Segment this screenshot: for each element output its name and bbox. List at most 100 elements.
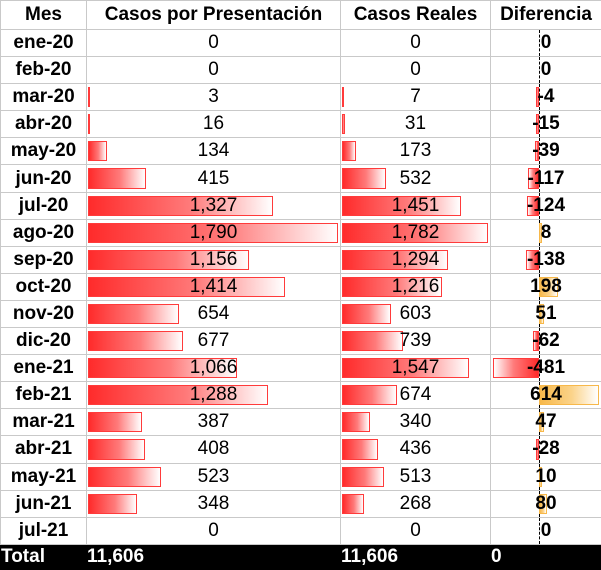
- cell-diferencia[interactable]: -4: [491, 84, 601, 111]
- cell-presentacion[interactable]: 0: [87, 30, 341, 57]
- cell-presentacion[interactable]: 16: [87, 111, 341, 138]
- cell-presentacion[interactable]: 677: [87, 328, 341, 355]
- data-bar: [88, 304, 179, 324]
- cell-value: 408: [198, 438, 230, 459]
- cell-mes[interactable]: sep-20: [1, 246, 87, 273]
- cell-reales[interactable]: 1,294: [341, 246, 491, 273]
- cell-diferencia[interactable]: 0: [491, 57, 601, 84]
- cell-mes[interactable]: abr-21: [1, 436, 87, 463]
- cell-value: 415: [198, 168, 230, 189]
- cell-presentacion[interactable]: 408: [87, 436, 341, 463]
- cell-diferencia[interactable]: 198: [491, 273, 601, 300]
- cell-presentacion[interactable]: 3: [87, 84, 341, 111]
- cell-reales[interactable]: 0: [341, 517, 491, 544]
- cell-diferencia[interactable]: -28: [491, 436, 601, 463]
- cell-mes[interactable]: jul-20: [1, 192, 87, 219]
- cell-diferencia[interactable]: 10: [491, 463, 601, 490]
- cell-mes[interactable]: ene-21: [1, 355, 87, 382]
- cell-diferencia[interactable]: -62: [491, 328, 601, 355]
- cell-diferencia[interactable]: 80: [491, 490, 601, 517]
- cell-presentacion[interactable]: 415: [87, 165, 341, 192]
- cell-diferencia[interactable]: 47: [491, 409, 601, 436]
- cell-reales[interactable]: 532: [341, 165, 491, 192]
- cell-presentacion[interactable]: 1,156: [87, 246, 341, 273]
- cell-presentacion[interactable]: 387: [87, 409, 341, 436]
- cell-presentacion[interactable]: 654: [87, 300, 341, 327]
- cell-reales[interactable]: 436: [341, 436, 491, 463]
- cell-presentacion[interactable]: 0: [87, 517, 341, 544]
- cell-value: 1,782: [392, 222, 440, 243]
- cell-mes[interactable]: jun-20: [1, 165, 87, 192]
- cell-reales[interactable]: 173: [341, 138, 491, 165]
- cell-mes[interactable]: oct-20: [1, 273, 87, 300]
- cell-diferencia[interactable]: -481: [491, 355, 601, 382]
- cell-reales[interactable]: 7: [341, 84, 491, 111]
- cell-mes[interactable]: may-21: [1, 463, 87, 490]
- cell-diferencia[interactable]: 0: [491, 517, 601, 544]
- header-presentacion[interactable]: Casos por Presentación: [87, 1, 341, 30]
- cell-value: 0: [541, 32, 552, 53]
- header-mes[interactable]: Mes: [1, 1, 87, 30]
- cell-presentacion[interactable]: 1,414: [87, 273, 341, 300]
- cell-diferencia[interactable]: -15: [491, 111, 601, 138]
- cell-mes[interactable]: abr-20: [1, 111, 87, 138]
- cell-mes[interactable]: dic-20: [1, 328, 87, 355]
- cell-mes[interactable]: may-20: [1, 138, 87, 165]
- cell-mes[interactable]: jul-21: [1, 517, 87, 544]
- cell-presentacion[interactable]: 1,327: [87, 192, 341, 219]
- cell-value: 1,294: [392, 249, 440, 270]
- cell-diferencia[interactable]: -138: [491, 246, 601, 273]
- cell-diferencia[interactable]: -117: [491, 165, 601, 192]
- cell-presentacion[interactable]: 1,066: [87, 355, 341, 382]
- cell-reales[interactable]: 739: [341, 328, 491, 355]
- cell-reales[interactable]: 513: [341, 463, 491, 490]
- cell-diferencia[interactable]: -124: [491, 192, 601, 219]
- cell-reales[interactable]: 603: [341, 300, 491, 327]
- cell-reales[interactable]: 31: [341, 111, 491, 138]
- data-bar: [342, 412, 370, 432]
- cell-reales[interactable]: 674: [341, 382, 491, 409]
- cell-mes[interactable]: ene-20: [1, 30, 87, 57]
- data-bar: [342, 168, 386, 188]
- cell-presentacion[interactable]: 523: [87, 463, 341, 490]
- cell-reales[interactable]: 1,451: [341, 192, 491, 219]
- cell-mes[interactable]: nov-20: [1, 300, 87, 327]
- cell-mes[interactable]: mar-21: [1, 409, 87, 436]
- cell-diferencia[interactable]: -39: [491, 138, 601, 165]
- cell-reales[interactable]: 0: [341, 30, 491, 57]
- total-label[interactable]: Total: [1, 544, 87, 569]
- cell-mes[interactable]: jun-21: [1, 490, 87, 517]
- cell-value: 198: [530, 276, 562, 297]
- cell-value: 8: [541, 222, 552, 243]
- cell-diferencia[interactable]: 51: [491, 300, 601, 327]
- cell-diferencia[interactable]: 8: [491, 219, 601, 246]
- cell-mes[interactable]: ago-20: [1, 219, 87, 246]
- total-reales[interactable]: 11,606: [341, 544, 491, 569]
- cell-presentacion[interactable]: 0: [87, 57, 341, 84]
- cell-presentacion[interactable]: 348: [87, 490, 341, 517]
- header-reales[interactable]: Casos Reales: [341, 1, 491, 30]
- cell-reales[interactable]: 1,216: [341, 273, 491, 300]
- total-row: Total 11,606 11,606 0: [1, 544, 601, 569]
- total-presentacion[interactable]: 11,606: [87, 544, 341, 569]
- cell-presentacion[interactable]: 1,790: [87, 219, 341, 246]
- cell-reales[interactable]: 0: [341, 57, 491, 84]
- cell-mes[interactable]: mar-20: [1, 84, 87, 111]
- total-diferencia[interactable]: 0: [491, 544, 601, 569]
- cell-presentacion[interactable]: 1,288: [87, 382, 341, 409]
- cell-presentacion[interactable]: 134: [87, 138, 341, 165]
- cell-reales[interactable]: 340: [341, 409, 491, 436]
- cell-value: -481: [527, 357, 565, 378]
- cell-reales[interactable]: 1,547: [341, 355, 491, 382]
- cell-mes[interactable]: feb-20: [1, 57, 87, 84]
- cell-diferencia[interactable]: 614: [491, 382, 601, 409]
- data-bar: [88, 385, 268, 405]
- header-diferencia[interactable]: Diferencia: [491, 1, 601, 30]
- cell-reales[interactable]: 268: [341, 490, 491, 517]
- cell-reales[interactable]: 1,782: [341, 219, 491, 246]
- cell-diferencia[interactable]: 0: [491, 30, 601, 57]
- cell-mes[interactable]: feb-21: [1, 382, 87, 409]
